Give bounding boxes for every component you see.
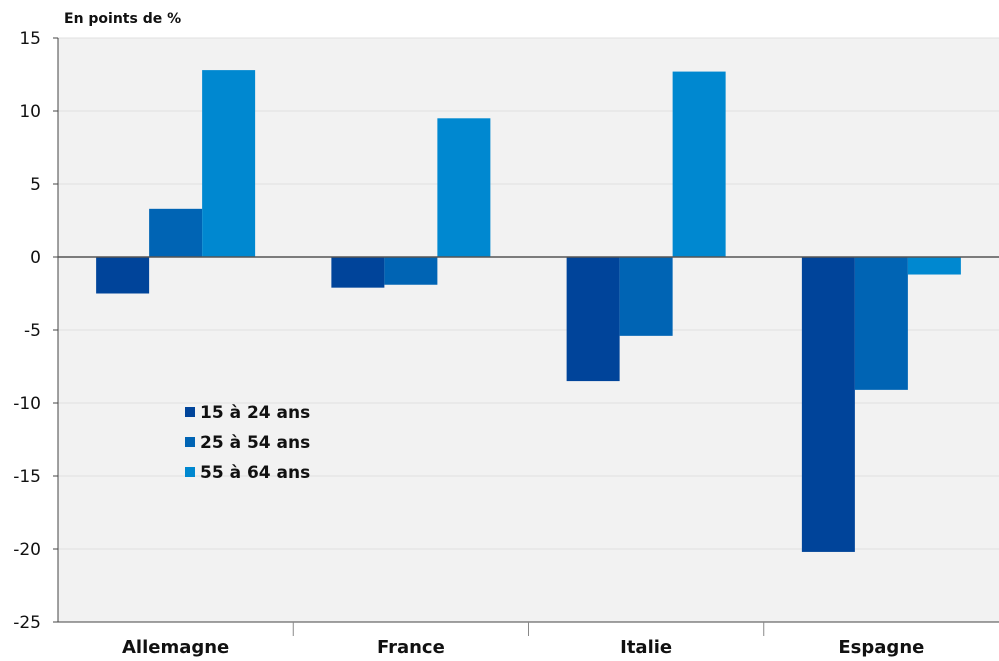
legend-swatch (185, 467, 195, 477)
bar-allemagne-series-2 (149, 208, 203, 257)
y-axis-ticks: 15 10 5 0 -5 -10 -15 -20 -25 (13, 29, 58, 633)
bars-group (96, 70, 961, 552)
legend-swatch (185, 437, 195, 447)
y-tick-label: 5 (30, 175, 41, 195)
legend-label: 25 à 54 ans (200, 433, 310, 453)
bar-italie-series-2 (619, 257, 673, 336)
x-tick-label: Allemagne (122, 637, 229, 658)
y-tick-label: -15 (13, 467, 41, 487)
legend-label: 55 à 64 ans (200, 463, 310, 483)
bar-allemagne-series-3 (202, 70, 256, 258)
bar-espagne-series-3 (907, 257, 961, 275)
bar-france-series-2 (384, 257, 438, 285)
bar-france-series-3 (437, 118, 491, 257)
legend: 15 à 24 ans 25 à 54 ans 55 à 64 ans (185, 403, 310, 483)
y-tick-label: -10 (13, 394, 41, 414)
legend-swatch (185, 407, 195, 417)
y-tick-label: -25 (13, 613, 41, 633)
y-tick-label: -5 (24, 321, 41, 341)
y-tick-label: -20 (13, 540, 41, 560)
bar-espagne-series-1 (801, 257, 855, 552)
x-axis-ticks: Allemagne France Italie Espagne (122, 622, 924, 658)
bar-italie-series-1 (566, 257, 620, 382)
y-tick-label: 15 (19, 29, 41, 49)
x-tick-label: France (377, 637, 445, 658)
x-tick-label: Italie (620, 637, 672, 658)
bar-allemagne-series-1 (96, 257, 150, 294)
bar-france-series-1 (331, 257, 385, 288)
x-tick-label: Espagne (838, 637, 924, 658)
y-tick-label: 10 (19, 102, 41, 122)
bar-italie-series-3 (672, 71, 726, 257)
unit-label: En points de % (64, 11, 181, 27)
y-tick-label: 0 (30, 248, 41, 268)
legend-label: 15 à 24 ans (200, 403, 310, 423)
bar-espagne-series-2 (854, 257, 908, 390)
